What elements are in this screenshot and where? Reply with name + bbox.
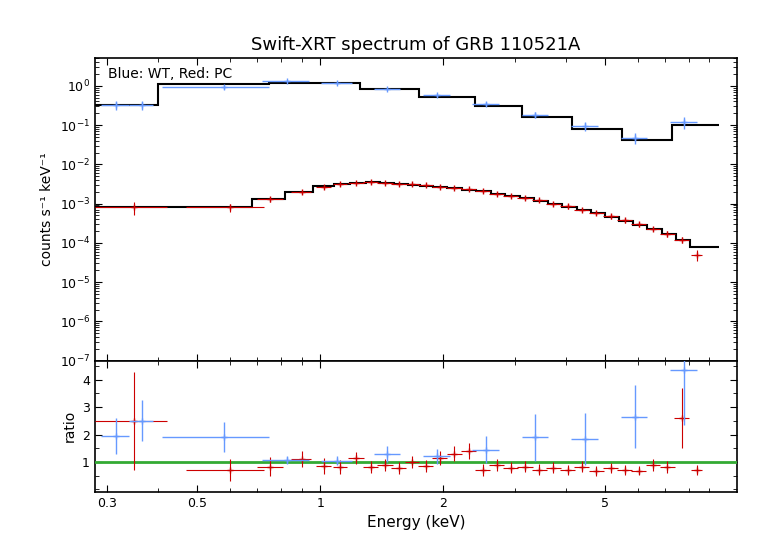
Text: Blue: WT, Red: PC: Blue: WT, Red: PC: [108, 67, 232, 81]
Title: Swift-XRT spectrum of GRB 110521A: Swift-XRT spectrum of GRB 110521A: [251, 36, 581, 54]
Y-axis label: ratio: ratio: [62, 410, 77, 443]
Y-axis label: counts s⁻¹ keV⁻¹: counts s⁻¹ keV⁻¹: [40, 153, 54, 266]
X-axis label: Energy (keV): Energy (keV): [367, 515, 465, 530]
